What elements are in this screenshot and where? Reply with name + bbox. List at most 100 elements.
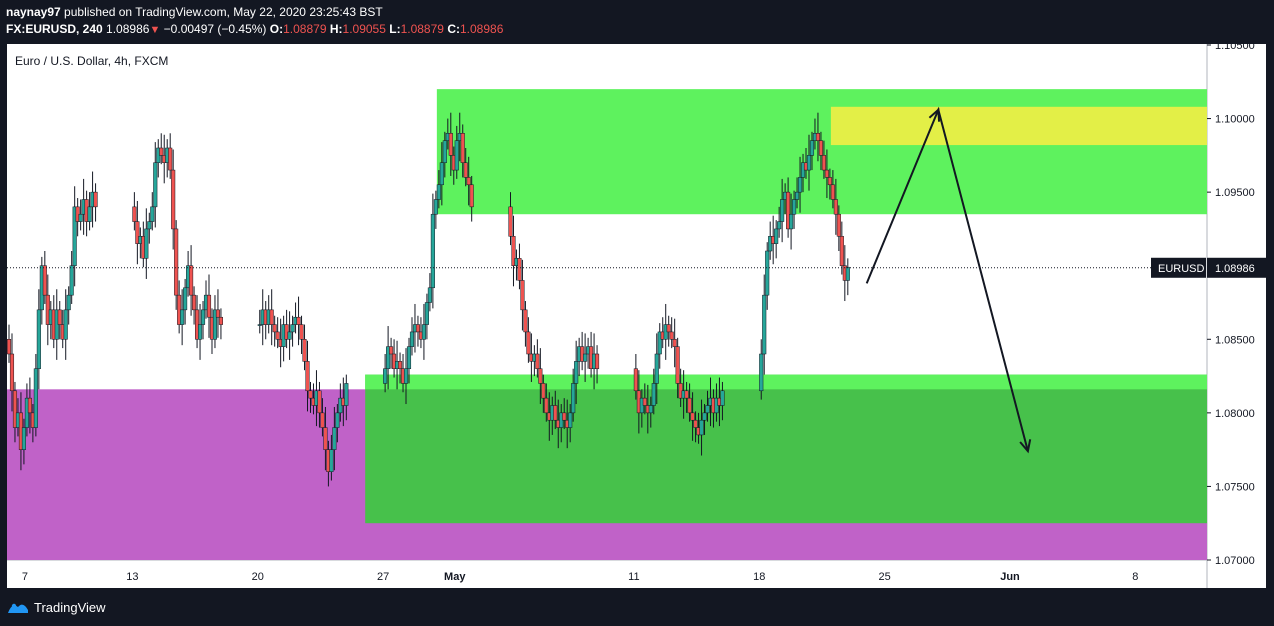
candle-body	[299, 324, 304, 340]
candle-body	[63, 309, 68, 340]
low-value: 1.08879	[400, 22, 444, 36]
candle-body	[642, 397, 647, 406]
last-price: 1.08986	[106, 22, 150, 36]
candle-body	[57, 309, 62, 325]
zone-yellow	[830, 106, 1207, 146]
candle-body	[657, 331, 662, 355]
candle-body	[287, 331, 292, 340]
candle-body	[797, 177, 803, 193]
price-change: −0.00497 (−0.45%)	[163, 22, 267, 36]
candle-body	[824, 169, 829, 178]
candle-body	[448, 133, 453, 156]
candle-body	[317, 390, 322, 414]
candle-body	[171, 169, 176, 230]
candle-body	[774, 228, 779, 244]
candle-body	[144, 228, 149, 259]
candle-body	[174, 228, 179, 296]
candle-body	[66, 294, 71, 311]
candle-body	[839, 236, 844, 266]
zone-green	[365, 374, 1207, 390]
price-label-symbol: EURUSD	[1158, 263, 1205, 275]
brand-name[interactable]: TradingView	[34, 599, 106, 615]
candle-body	[672, 339, 677, 347]
candle-body	[72, 206, 77, 266]
price-label-symbol-box	[1151, 257, 1206, 278]
candle-body	[153, 162, 158, 208]
candle-body	[344, 383, 349, 406]
candle-body	[702, 412, 707, 421]
candle-body	[675, 346, 680, 384]
high-label: H:	[329, 22, 343, 36]
x-tick-label: 18	[753, 571, 765, 583]
candle-body	[795, 191, 800, 200]
candle-body	[684, 390, 689, 399]
publisher-user[interactable]: naynay97	[6, 5, 61, 19]
candle-body	[302, 339, 307, 362]
candle-body	[792, 199, 797, 215]
publish-info: published on TradingView.com, May 22, 20…	[64, 5, 383, 19]
candle-body	[275, 331, 280, 340]
candle-body	[836, 213, 841, 237]
candle-body	[699, 419, 704, 436]
candle-body	[562, 412, 567, 421]
candle-body	[633, 368, 638, 392]
candle-body	[544, 397, 549, 414]
candle-body	[690, 412, 695, 421]
candle-body	[541, 383, 546, 399]
publish-header: naynay97 published on TradingView.com, M…	[6, 5, 383, 19]
candle-body	[27, 397, 32, 414]
candle-body	[36, 309, 41, 369]
chart-title: Euro / U.S. Dollar, 4h, FXCM	[15, 54, 168, 68]
candle-body	[583, 353, 588, 362]
candle-body	[765, 250, 770, 296]
x-tick-label: 8	[1132, 571, 1138, 583]
open-label: O:	[269, 22, 284, 36]
candle-body	[197, 324, 203, 340]
y-tick-label: 1.10500	[1215, 40, 1255, 52]
candle-body	[6, 339, 12, 355]
candle-body	[780, 199, 785, 222]
candle-body	[215, 309, 221, 318]
candle-body	[93, 191, 98, 208]
candle-body	[523, 309, 528, 333]
candle-body	[705, 405, 710, 414]
candle-body	[460, 133, 465, 163]
candle-body	[535, 353, 540, 369]
low-label: L:	[389, 22, 401, 36]
candle-body	[78, 213, 83, 222]
candle-body	[159, 147, 164, 156]
candle-body	[335, 412, 340, 428]
candle-body	[442, 140, 447, 163]
candle-body	[323, 427, 328, 450]
candle-body	[806, 155, 812, 171]
candle-body	[508, 206, 513, 237]
candle-body	[290, 324, 295, 333]
price-label-value: 1.08986	[1215, 263, 1255, 275]
candle-body	[427, 287, 432, 303]
x-tick-label: 25	[878, 571, 890, 583]
candle-body	[538, 368, 543, 384]
candle-body	[571, 383, 576, 414]
x-tick-label: 7	[22, 571, 28, 583]
candle-body	[845, 266, 850, 281]
candle-body	[189, 265, 194, 296]
candle-body	[206, 294, 212, 318]
candle-body	[463, 162, 468, 178]
candle-body	[421, 324, 426, 340]
candle-body	[269, 309, 274, 325]
candle-body	[469, 184, 474, 208]
candle-body	[830, 184, 835, 200]
candle-body	[87, 206, 92, 222]
candle-body	[693, 419, 698, 428]
candle-body	[466, 177, 471, 186]
zone-green_dark	[365, 374, 1207, 524]
candle-body	[574, 361, 579, 384]
y-tick-label: 1.07500	[1215, 481, 1255, 493]
x-tick-label: 20	[252, 571, 264, 583]
candle-body	[762, 294, 767, 355]
candle-body	[526, 331, 531, 355]
close-value: 1.08986	[459, 22, 504, 36]
tradingview-logo-icon	[8, 603, 28, 613]
candle-body	[439, 162, 444, 186]
